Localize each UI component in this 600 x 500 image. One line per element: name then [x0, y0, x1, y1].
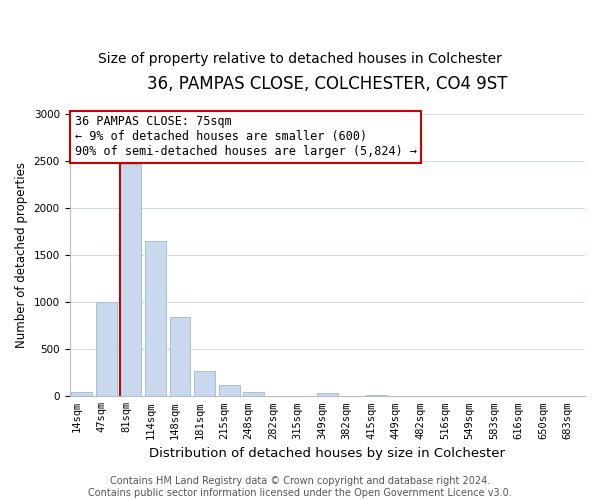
Bar: [145, 241, 166, 396]
Text: Size of property relative to detached houses in Colchester: Size of property relative to detached ho…: [98, 52, 502, 66]
Bar: [96, 302, 117, 396]
Bar: [121, 164, 142, 396]
Title: 36, PAMPAS CLOSE, COLCHESTER, CO4 9ST: 36, PAMPAS CLOSE, COLCHESTER, CO4 9ST: [147, 75, 508, 93]
Y-axis label: Number of detached properties: Number of detached properties: [15, 162, 28, 348]
Text: Contains HM Land Registry data © Crown copyright and database right 2024.
Contai: Contains HM Land Registry data © Crown c…: [88, 476, 512, 498]
Bar: [218, 385, 239, 396]
X-axis label: Distribution of detached houses by size in Colchester: Distribution of detached houses by size …: [149, 447, 505, 460]
Bar: [170, 318, 190, 396]
Bar: [243, 392, 264, 396]
Bar: [194, 371, 215, 396]
Bar: [71, 392, 92, 396]
Bar: [366, 395, 387, 396]
Bar: [317, 392, 338, 396]
Text: 36 PAMPAS CLOSE: 75sqm
← 9% of detached houses are smaller (600)
90% of semi-det: 36 PAMPAS CLOSE: 75sqm ← 9% of detached …: [74, 116, 416, 158]
